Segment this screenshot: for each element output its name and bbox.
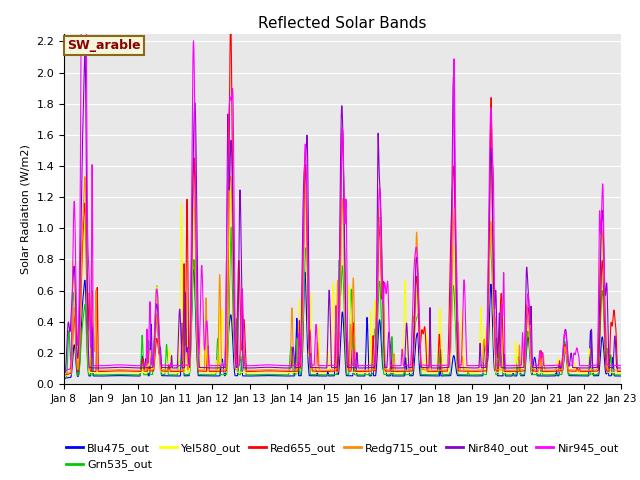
Nir945_out [60, 368, 68, 374]
Yel580_out [578, 370, 586, 375]
Yel580_out [506, 370, 514, 375]
Redg715_out [214, 357, 222, 363]
Nir840_out [506, 365, 514, 371]
Blu475_out [243, 373, 250, 379]
Grn535_out [243, 372, 250, 378]
Nir840_out [214, 365, 222, 371]
Yel580_out [228, 172, 236, 178]
Red655_out [214, 369, 221, 374]
Blu475_out [214, 373, 222, 379]
Redg715_out [326, 367, 334, 373]
Line: Nir840_out: Nir840_out [64, 53, 640, 373]
Nir945_out [214, 363, 222, 369]
Line: Grn535_out: Grn535_out [64, 227, 640, 378]
Grn535_out [214, 336, 221, 342]
Yel580_out [60, 373, 68, 379]
Redg715_out [189, 172, 197, 178]
Text: SW_arable: SW_arable [67, 39, 140, 52]
Nir840_out [81, 51, 89, 57]
Line: Yel580_out: Yel580_out [64, 175, 640, 376]
Nir840_out [578, 365, 586, 371]
Grn535_out [227, 224, 235, 230]
Yel580_out [214, 365, 221, 371]
Nir945_out [506, 363, 514, 369]
Redg715_out [60, 372, 68, 377]
Red655_out [227, 18, 234, 24]
Nir945_out [578, 363, 586, 369]
Red655_out [326, 368, 334, 374]
Nir945_out [326, 362, 334, 368]
Nir945_out [243, 363, 250, 369]
Title: Reflected Solar Bands: Reflected Solar Bands [258, 16, 427, 31]
Blu475_out [326, 373, 334, 379]
Nir840_out [243, 365, 250, 371]
Grn535_out [578, 372, 586, 378]
Red655_out [60, 372, 68, 378]
Nir840_out [81, 50, 89, 56]
Blu475_out [60, 375, 68, 381]
Blu475_out [81, 277, 89, 283]
Nir840_out [60, 370, 68, 376]
Nir840_out [326, 330, 334, 336]
Yel580_out [326, 370, 334, 375]
Grn535_out [60, 375, 68, 381]
Yel580_out [243, 370, 250, 375]
Red655_out [243, 367, 250, 373]
Blu475_out [578, 373, 586, 379]
Redg715_out [243, 367, 250, 373]
Yel580_out [81, 220, 89, 226]
Blu475_out [190, 267, 198, 273]
Line: Redg715_out: Redg715_out [64, 175, 640, 374]
Line: Nir945_out: Nir945_out [64, 0, 640, 371]
Blu475_out [506, 373, 514, 379]
Redg715_out [578, 367, 586, 373]
Redg715_out [81, 174, 89, 180]
Red655_out [506, 369, 514, 374]
Legend: Blu475_out, Grn535_out, Yel580_out, Red655_out, Redg715_out, Nir840_out, Nir945_: Blu475_out, Grn535_out, Yel580_out, Red6… [61, 439, 623, 475]
Grn535_out [326, 372, 334, 378]
Grn535_out [81, 302, 89, 308]
Y-axis label: Solar Radiation (W/m2): Solar Radiation (W/m2) [21, 144, 31, 274]
Line: Blu475_out: Blu475_out [64, 270, 640, 378]
Line: Red655_out: Red655_out [64, 21, 640, 375]
Grn535_out [506, 372, 514, 378]
Red655_out [81, 200, 89, 206]
Redg715_out [506, 367, 514, 373]
Red655_out [578, 369, 586, 374]
